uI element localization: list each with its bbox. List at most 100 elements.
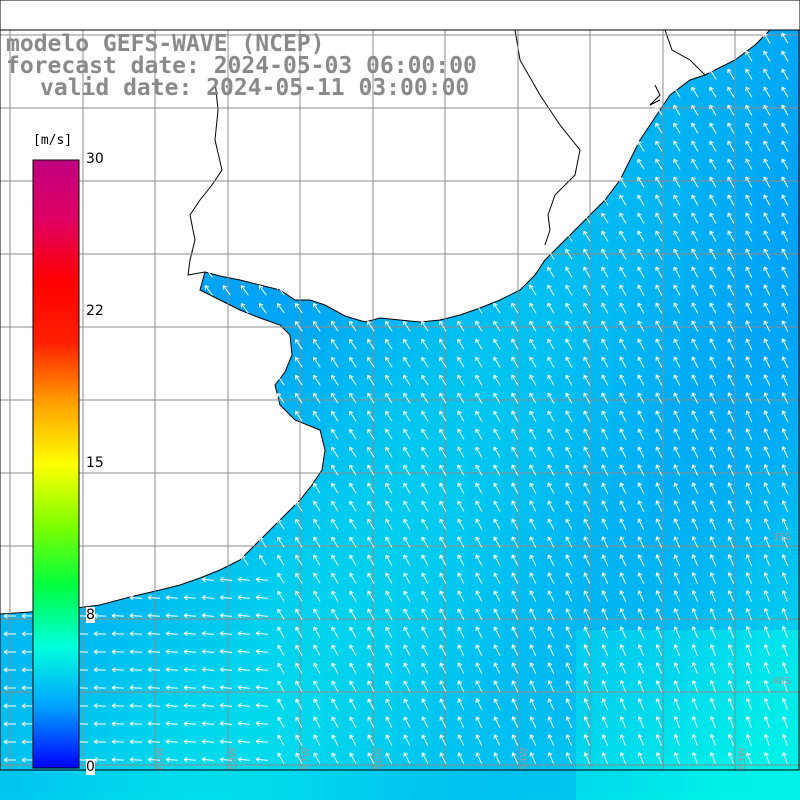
wind-cell — [774, 162, 792, 180]
wind-cell — [198, 630, 216, 648]
wind-cell — [792, 792, 800, 800]
wind-cell — [432, 792, 450, 800]
wind-cell — [306, 396, 324, 414]
wind-cell — [126, 702, 144, 720]
wind-cell — [666, 216, 684, 234]
wind-cell — [90, 738, 108, 756]
wind-cell — [234, 612, 252, 630]
wind-cell — [234, 288, 252, 306]
wind-cell — [162, 594, 180, 612]
wind-cell — [360, 774, 378, 792]
wind-cell — [198, 666, 216, 684]
wind-cell — [666, 198, 684, 216]
wind-cell — [324, 342, 342, 360]
wind-cell — [180, 738, 198, 756]
wind-cell — [144, 648, 162, 666]
wind-cell — [180, 666, 198, 684]
wind-cell — [90, 792, 108, 800]
wind-cell — [756, 36, 774, 54]
wind-cell — [774, 108, 792, 126]
wind-cell — [720, 90, 738, 108]
wind-cell — [756, 108, 774, 126]
wind-cell — [306, 342, 324, 360]
wind-cell — [234, 576, 252, 594]
wind-cell — [648, 180, 666, 198]
wind-cell — [270, 306, 288, 324]
colorbar — [32, 159, 80, 769]
wind-cell — [252, 612, 270, 630]
wind-cell — [306, 306, 324, 324]
wind-cell — [90, 684, 108, 702]
colorbar-tick-15: 15 — [86, 455, 104, 471]
wind-cell — [144, 720, 162, 738]
wind-cell — [216, 720, 234, 738]
wind-cell — [342, 342, 360, 360]
wind-cell — [666, 162, 684, 180]
wind-cell — [630, 216, 648, 234]
wind-cell — [180, 612, 198, 630]
valid-date: valid date: 2024-05-11 03:00:00 — [40, 75, 470, 101]
wind-cell — [414, 792, 432, 800]
wind-cell — [342, 360, 360, 378]
wind-cell — [252, 720, 270, 738]
wind-cell — [270, 792, 288, 800]
wind-cell — [684, 108, 702, 126]
wind-cell — [198, 576, 216, 594]
wind-cell — [252, 576, 270, 594]
colorbar-gradient — [32, 159, 80, 769]
wind-cell — [216, 666, 234, 684]
wind-cell — [0, 702, 18, 720]
wind-cell — [234, 648, 252, 666]
wind-cell — [0, 666, 18, 684]
wind-cell — [612, 216, 630, 234]
wind-cell — [648, 144, 666, 162]
wind-cell — [216, 594, 234, 612]
wind-cell — [720, 72, 738, 90]
wind-cell — [792, 180, 800, 198]
wind-cell — [756, 198, 774, 216]
wind-cell — [288, 792, 306, 800]
wind-cell — [90, 630, 108, 648]
wind-cell — [324, 774, 342, 792]
wind-cell — [108, 702, 126, 720]
wind-cell — [162, 792, 180, 800]
wind-cell — [54, 792, 72, 800]
wind-cell — [180, 648, 198, 666]
wind-cell — [756, 54, 774, 72]
wind-cell — [180, 774, 198, 792]
wind-cell — [252, 288, 270, 306]
wind-cell — [72, 792, 90, 800]
wind-cell — [108, 648, 126, 666]
wind-cell — [90, 702, 108, 720]
wind-cell — [144, 666, 162, 684]
wind-cell — [216, 648, 234, 666]
wind-cell — [792, 54, 800, 72]
wind-cell — [720, 108, 738, 126]
wind-cell — [378, 792, 396, 800]
wind-cell — [774, 180, 792, 198]
wind-cell — [648, 216, 666, 234]
wind-cell — [108, 630, 126, 648]
wind-cell — [774, 792, 792, 800]
wind-cell — [684, 792, 702, 800]
wind-cell — [792, 198, 800, 216]
wind-cell — [360, 378, 378, 396]
wind-cell — [252, 774, 270, 792]
wind-cell — [720, 144, 738, 162]
wind-cell — [594, 792, 612, 800]
wind-cell — [108, 738, 126, 756]
wind-cell — [522, 792, 540, 800]
wind-cell — [144, 594, 162, 612]
wind-cell — [126, 720, 144, 738]
wind-cell — [666, 774, 684, 792]
wind-cell — [720, 774, 738, 792]
wind-cell — [648, 162, 666, 180]
wind-cell — [126, 684, 144, 702]
wind-cell — [702, 144, 720, 162]
latitude-label: 40S — [772, 676, 791, 687]
wind-cell — [774, 72, 792, 90]
wind-cell — [198, 612, 216, 630]
wind-cell — [198, 648, 216, 666]
wind-cell — [630, 774, 648, 792]
wind-cell — [630, 162, 648, 180]
